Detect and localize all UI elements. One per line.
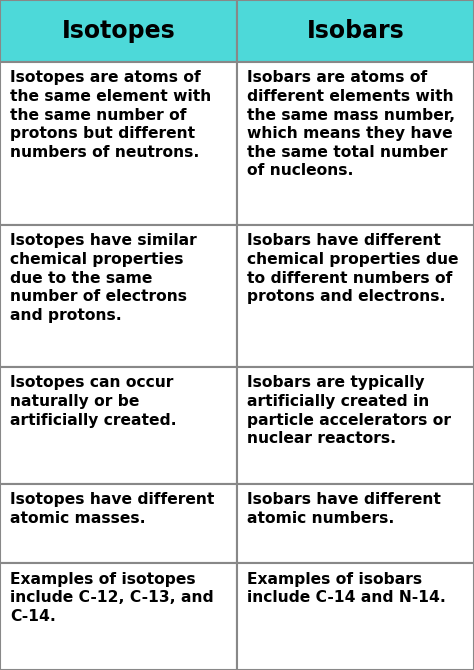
- Bar: [237, 484, 474, 563]
- Bar: [237, 563, 474, 670]
- Bar: [0, 224, 237, 366]
- Bar: [0, 366, 237, 484]
- Bar: [0, 0, 237, 62]
- Text: Examples of isobars
include C-14 and N-14.: Examples of isobars include C-14 and N-1…: [247, 572, 447, 606]
- Text: Isobars have different
chemical properties due
to different numbers of
protons a: Isobars have different chemical properti…: [247, 233, 459, 304]
- Text: Isobars have different
atomic numbers.: Isobars have different atomic numbers.: [247, 492, 441, 526]
- Bar: [0, 62, 237, 224]
- Bar: [0, 484, 237, 563]
- Text: Isotopes are atoms of
the same element with
the same number of
protons but diffe: Isotopes are atoms of the same element w…: [10, 70, 212, 159]
- Text: Examples of isotopes
include C-12, C-13, and
C-14.: Examples of isotopes include C-12, C-13,…: [10, 572, 214, 624]
- Text: Isobars are atoms of
different elements with
the same mass number,
which means t: Isobars are atoms of different elements …: [247, 70, 456, 178]
- Bar: [237, 62, 474, 224]
- Text: Isotopes: Isotopes: [62, 19, 175, 43]
- Bar: [237, 224, 474, 366]
- Bar: [237, 0, 474, 62]
- Text: Isotopes have different
atomic masses.: Isotopes have different atomic masses.: [10, 492, 215, 526]
- Bar: [0, 563, 237, 670]
- Text: Isotopes have similar
chemical properties
due to the same
number of electrons
an: Isotopes have similar chemical propertie…: [10, 233, 197, 323]
- Text: Isobars: Isobars: [307, 19, 404, 43]
- Text: Isobars are typically
artificially created in
particle accelerators or
nuclear r: Isobars are typically artificially creat…: [247, 375, 451, 446]
- Bar: [237, 366, 474, 484]
- Text: Isotopes can occur
naturally or be
artificially created.: Isotopes can occur naturally or be artif…: [10, 375, 177, 427]
